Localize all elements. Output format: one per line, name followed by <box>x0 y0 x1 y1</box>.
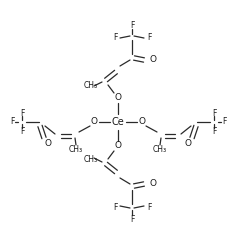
Text: O: O <box>114 94 122 103</box>
Text: O: O <box>45 139 51 149</box>
Text: CH₃: CH₃ <box>84 154 98 164</box>
Text: F: F <box>130 20 134 30</box>
Text: F: F <box>222 118 226 127</box>
Text: F: F <box>147 203 151 212</box>
Text: O: O <box>90 118 97 127</box>
Text: F: F <box>212 109 216 118</box>
Text: O: O <box>149 179 156 188</box>
Text: F: F <box>113 33 117 41</box>
Text: CH₃: CH₃ <box>69 144 83 154</box>
Text: O: O <box>114 142 122 150</box>
Text: F: F <box>10 118 14 127</box>
Text: O: O <box>185 139 191 149</box>
Text: F: F <box>212 127 216 135</box>
Text: Ce: Ce <box>112 117 124 127</box>
Text: F: F <box>147 33 151 41</box>
Text: CH₃: CH₃ <box>153 144 167 154</box>
Text: F: F <box>113 203 117 212</box>
Text: F: F <box>20 109 24 118</box>
Text: O: O <box>139 118 146 127</box>
Text: O: O <box>149 55 156 64</box>
Text: F: F <box>20 127 24 135</box>
Text: CH₃: CH₃ <box>84 80 98 89</box>
Text: F: F <box>130 214 134 223</box>
